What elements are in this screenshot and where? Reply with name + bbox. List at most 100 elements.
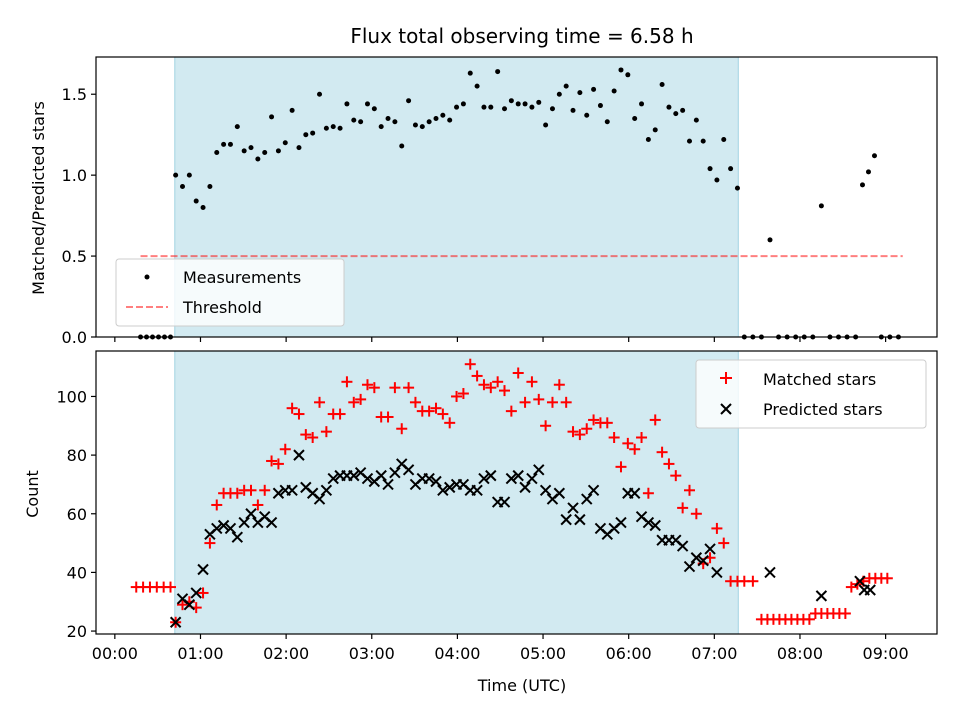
measurement-point [549, 106, 555, 112]
measurement-point [721, 137, 727, 143]
matched-stars-point [334, 408, 346, 420]
measurement-point [495, 69, 501, 75]
matched-stars-point [546, 396, 558, 408]
measurement-point [460, 101, 466, 107]
measurement-point [289, 107, 295, 113]
predicted-stars-point [567, 502, 579, 514]
matched-stars-point [670, 470, 682, 482]
measurement-point [865, 169, 871, 175]
matched-stars-point [259, 484, 271, 496]
measurement-point [570, 107, 576, 113]
matched-stars-point [165, 581, 177, 593]
measurement-point [303, 132, 309, 138]
ytick-label: 0.5 [62, 247, 87, 266]
predicted-stars-point [587, 484, 600, 497]
measurement-point [639, 101, 645, 107]
predicted-stars-point [764, 566, 776, 579]
measurement-point [364, 101, 370, 107]
measurement-point [385, 116, 391, 122]
matched-stars-point [636, 432, 648, 444]
measurement-point [200, 205, 206, 211]
predicted-stars-point [224, 522, 237, 535]
measurement-point [330, 124, 336, 130]
measurement-point [426, 119, 432, 125]
predicted-stars-point [320, 484, 333, 497]
matched-stars-point [444, 417, 456, 429]
matched-stars-point [677, 502, 689, 514]
measurement-point [584, 112, 590, 118]
measurement-point [659, 82, 665, 88]
matched-stars-point [574, 429, 586, 441]
matched-stars-point [560, 396, 572, 408]
matched-stars-point [553, 379, 565, 391]
predicted-stars-point [313, 493, 326, 505]
matched-stars-point [355, 393, 367, 405]
predicted-stars-point [402, 464, 415, 476]
matched-stars-point [690, 508, 702, 520]
measurement-point [543, 122, 549, 128]
matched-stars-point [389, 382, 401, 394]
measurement-point [818, 203, 824, 209]
matched-stars-point [711, 522, 723, 534]
xtick-label: 05:00 [520, 644, 566, 663]
matched-stars-point [683, 484, 695, 496]
measurement-point [310, 130, 316, 136]
measurement-point [214, 149, 220, 155]
predicted-stars-point [539, 484, 552, 497]
measurement-point [419, 124, 425, 130]
measurement-point [440, 112, 446, 118]
measurement-point [262, 149, 268, 155]
measurement-point [399, 143, 405, 149]
predicted-stars-point [238, 516, 250, 529]
predicted-stars-point [485, 469, 497, 482]
measurement-point [529, 104, 535, 110]
measurement-point [666, 104, 672, 110]
matched-stars-point [512, 367, 524, 379]
matched-stars-point [211, 499, 223, 511]
matched-stars-point [492, 376, 504, 388]
matched-stars-point [803, 613, 815, 625]
predicted-stars-point [574, 513, 586, 526]
matched-stars-point [588, 414, 600, 426]
predicted-stars-point [711, 566, 723, 579]
predicted-stars-point [293, 449, 305, 461]
xtick-label: 04:00 [434, 644, 480, 663]
measurement-point [700, 138, 706, 144]
measurement-point [522, 101, 528, 107]
xtick-label: 09:00 [863, 644, 909, 663]
legend-predicted-label: Predicted stars [763, 400, 883, 419]
measurement-point [269, 114, 275, 120]
predicted-stars-point [854, 575, 866, 587]
predicted-stars-point [437, 484, 449, 497]
predicted-stars-point [190, 587, 202, 599]
matched-stars-point [382, 411, 394, 423]
matched-stars-point [451, 390, 463, 402]
matched-stars-point [286, 402, 298, 414]
measurement-point [378, 124, 384, 130]
ytick-label: 100 [56, 387, 87, 406]
measurement-point [680, 107, 686, 113]
predicted-stars-point [642, 516, 655, 529]
bottom-panel: 20 40 60 80 100 00:00 01:00 02:00 03:00 04:00 05:0… [23, 350, 938, 695]
predicted-stars-point [560, 513, 572, 526]
measurement-point [508, 98, 514, 104]
predicted-stars-point [815, 590, 828, 602]
matched-stars-point [478, 379, 490, 391]
predicted-stars-point [864, 584, 876, 596]
matched-stars-point [642, 487, 654, 499]
measurement-point [344, 101, 350, 107]
matched-stars-point [526, 376, 538, 388]
measurement-point [515, 101, 521, 107]
predicted-stars-point [286, 484, 298, 497]
axes-frame [95, 56, 938, 338]
axes-frame [95, 350, 938, 635]
measurement-point [275, 148, 281, 154]
matched-stars-point [252, 499, 264, 511]
measurement-point [207, 183, 213, 189]
matched-stars-point [457, 388, 469, 400]
matched-stars-point [266, 455, 278, 467]
matched-stars-point [293, 408, 305, 420]
ytick-label: 1.0 [62, 166, 87, 185]
measurement-point [337, 125, 343, 131]
measurement-point [673, 111, 679, 117]
